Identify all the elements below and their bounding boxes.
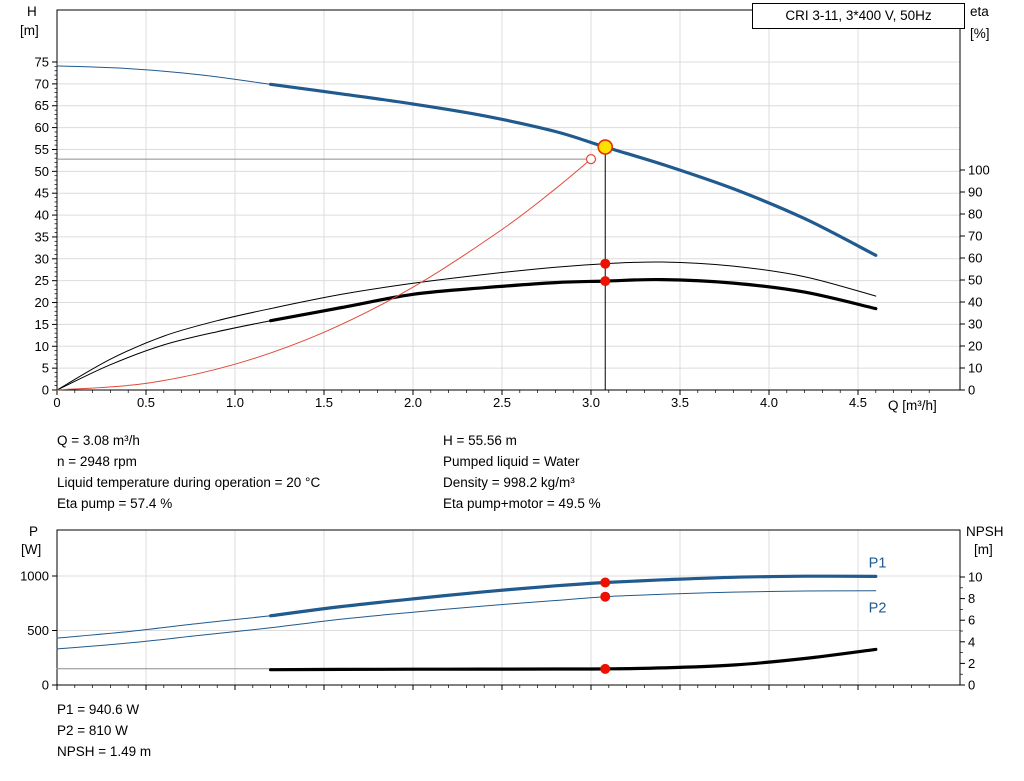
left-axis-tick-label: 55 — [35, 142, 49, 157]
eta-pump-motor-lead — [56, 320, 272, 391]
right-axis-tick-label: 2 — [968, 656, 975, 671]
left-axis-tick-label: 65 — [35, 98, 49, 113]
left-axis-tick-label: 500 — [27, 623, 49, 638]
eta-pump-marker[interactable] — [600, 258, 611, 269]
q-axis-title: Q [m³/h] — [888, 398, 937, 413]
x-axis-tick-label: 3.0 — [582, 395, 600, 410]
p1-curve-lead — [56, 615, 272, 639]
head-curve — [269, 82, 878, 257]
right-axis-tick-label: 30 — [968, 317, 982, 332]
right-axis-tick-label: 60 — [968, 251, 982, 266]
duty-point-marker[interactable] — [597, 139, 614, 155]
eta-pump-motor-curve — [269, 277, 878, 323]
left-axis-tick-label: 0 — [42, 678, 49, 693]
p2-label: P2 — [869, 601, 887, 617]
x-axis-tick-label: 3.5 — [671, 395, 689, 410]
npsh-curve — [269, 647, 878, 672]
left-axis-tick-label: 45 — [35, 186, 49, 201]
p2-curve — [56, 590, 877, 650]
p1-curve — [269, 574, 878, 618]
left-axis-tick-label: 20 — [35, 295, 49, 310]
right-axis-tick-label: 10 — [968, 570, 982, 585]
right-axis-tick-label: 0 — [968, 678, 975, 693]
left-axis-tick-label: 40 — [35, 208, 49, 223]
right-axis-tick-label: 100 — [968, 163, 990, 178]
right-axis-tick-label: 6 — [968, 613, 975, 628]
chart-1: 0 5 10 15 20 25 30 35 40 45 50 55 60 65 70 75 0 10 20 30 40 5… — [35, 9, 990, 410]
npsh-axis-unit: [m] — [974, 542, 993, 557]
left-axis-tick-label: 15 — [35, 317, 49, 332]
left-axis-tick-label: 1000 — [20, 569, 49, 584]
eta-axis-unit: [%] — [970, 26, 990, 41]
x-axis-tick-label: 4.0 — [760, 395, 778, 410]
plot-frame[interactable] — [56, 9, 961, 391]
info-density: Density = 998.2 kg/m³ — [443, 475, 575, 490]
x-axis-tick-label: 0 — [53, 395, 60, 410]
right-axis-tick-label: 80 — [968, 207, 982, 222]
x-axis-tick-label: 4.5 — [849, 395, 867, 410]
left-axis-tick-label: 10 — [35, 339, 49, 354]
info-liquid: Pumped liquid = Water — [443, 454, 580, 469]
x-axis-tick-label: 2.5 — [493, 395, 511, 410]
left-axis-tick-label: 25 — [35, 273, 49, 288]
right-axis-tick-label: 90 — [968, 185, 982, 200]
system-curve — [56, 158, 592, 391]
info-speed: n = 2948 rpm — [57, 454, 137, 469]
left-axis-tick-label: 30 — [35, 251, 49, 266]
x-axis-tick-label: 2.0 — [404, 395, 422, 410]
info-p2: P2 = 810 W — [57, 723, 128, 738]
x-axis-tick-label: 0.5 — [137, 395, 155, 410]
right-axis-tick-label: 10 — [968, 361, 982, 376]
left-axis-tick-label: 50 — [35, 164, 49, 179]
npsh-marker[interactable] — [600, 663, 611, 674]
p1-marker[interactable] — [600, 577, 611, 588]
power-info-block: P1 = 940.6 W P2 = 810 W NPSH = 1.49 m — [57, 699, 151, 762]
left-axis-tick-label: 35 — [35, 229, 49, 244]
h-axis-title: H — [27, 4, 37, 19]
p1-label: P1 — [869, 555, 887, 571]
right-axis-tick-label: 4 — [968, 634, 975, 649]
pump-type-title: CRI 3-11, 3*400 V, 50Hz — [752, 3, 965, 29]
p-axis-unit: [W] — [21, 542, 42, 557]
info-temperature: Liquid temperature during operation = 20… — [57, 475, 321, 490]
p2-marker[interactable] — [600, 591, 611, 602]
info-eta-pump: Eta pump = 57.4 % — [57, 496, 173, 511]
chart-2: 0 500 1000 0 2 4 6 8 10 P1 P2 — [20, 529, 982, 693]
right-axis-tick-label: 50 — [968, 273, 982, 288]
info-npsh: NPSH = 1.49 m — [57, 744, 152, 759]
right-axis-tick-label: 0 — [968, 383, 975, 398]
info-head: H = 55.56 m — [443, 433, 517, 448]
right-axis-tick-label: 70 — [968, 229, 982, 244]
eta-axis-title: eta — [970, 4, 989, 19]
info-p1: P1 = 940.6 W — [57, 702, 140, 717]
system-intersect-marker[interactable] — [585, 153, 597, 165]
right-axis-tick-label: 40 — [968, 295, 982, 310]
eta-pump-motor-marker[interactable] — [600, 276, 611, 287]
left-axis-tick-label: 5 — [42, 361, 49, 376]
left-axis-tick-label: 75 — [35, 55, 49, 70]
plot-frame[interactable] — [56, 529, 961, 686]
info-flow: Q = 3.08 m³/h — [57, 433, 140, 448]
eta-pump-curve — [56, 261, 877, 391]
h-axis-unit: [m] — [20, 23, 39, 38]
x-axis-tick-label: 1.0 — [226, 395, 244, 410]
head-curve-lead — [56, 65, 272, 85]
left-axis-tick-label: 60 — [35, 120, 49, 135]
left-axis-tick-label: 70 — [35, 76, 49, 91]
npsh-axis-title: NPSH — [966, 524, 1004, 539]
p-axis-title: P — [29, 524, 39, 539]
info-eta-pump-motor: Eta pump+motor = 49.5 % — [443, 496, 601, 511]
right-axis-tick-label: 20 — [968, 339, 982, 354]
right-axis-tick-label: 8 — [968, 591, 975, 606]
left-axis-tick-label: 0 — [42, 383, 49, 398]
duty-info-right-column: H = 55.56 m Pumped liquid = Water Densit… — [443, 430, 601, 514]
duty-info-left-column: Q = 3.08 m³/h n = 2948 rpm Liquid temper… — [57, 430, 320, 514]
x-axis-tick-label: 1.5 — [315, 395, 333, 410]
